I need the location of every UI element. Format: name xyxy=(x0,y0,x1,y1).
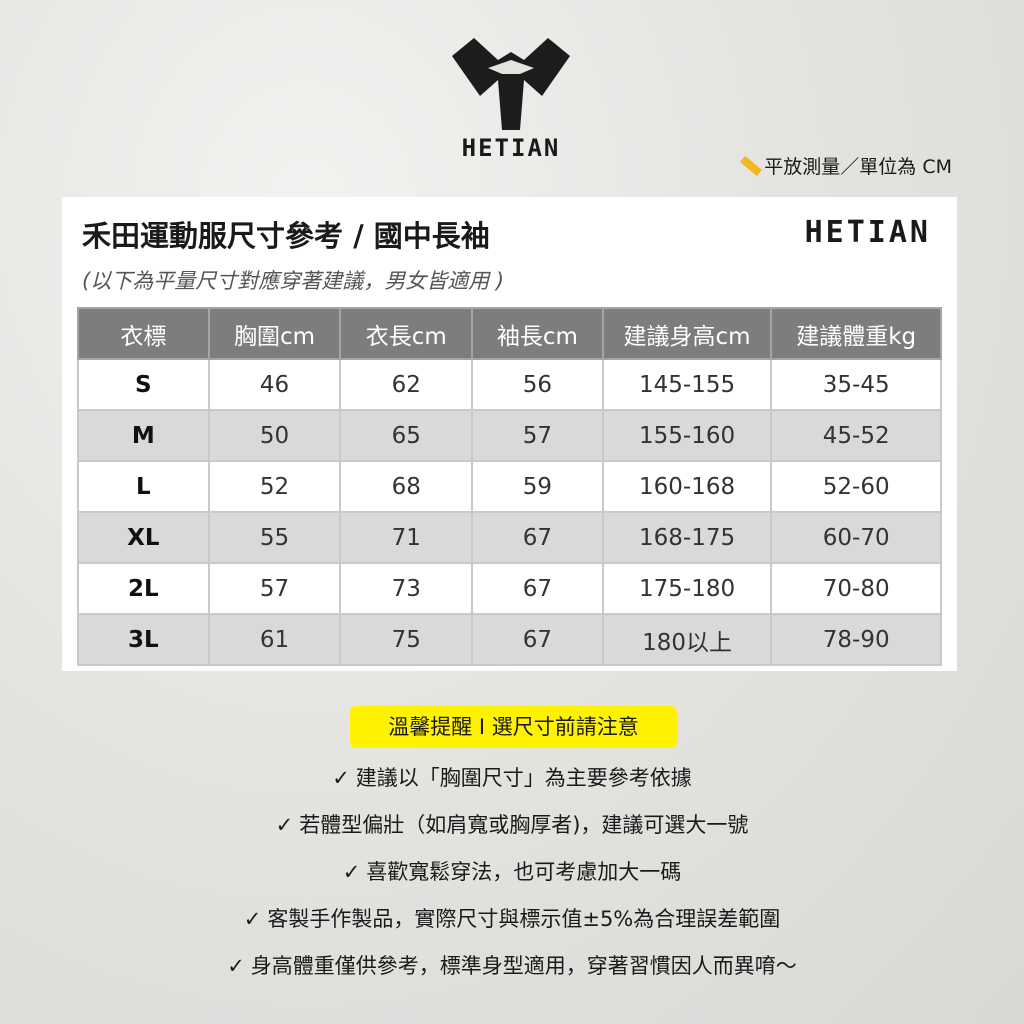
table-cell: 78-90 xyxy=(770,613,942,666)
tip-text: 客製手作製品，實際尺寸與標示值±5%為合理誤差範圍 xyxy=(267,907,781,931)
tip-text: 喜歡寬鬆穿法，也可考慮加大一碼 xyxy=(366,860,682,884)
size-label-cell: S xyxy=(77,358,210,411)
table-cell: 52 xyxy=(207,460,342,513)
table-cell: 55 xyxy=(207,511,342,564)
table-row: 3L 61 75 67 180以上 78-90 xyxy=(77,613,942,666)
table-cell: 180以上 xyxy=(601,613,773,666)
table-cell: 168-175 xyxy=(601,511,773,564)
table-row: L 52 68 59 160-168 52-60 xyxy=(77,460,942,513)
table-cell: 75 xyxy=(339,613,474,666)
table-cell: 73 xyxy=(339,562,474,615)
tip-item: ✓ 客製手作製品，實際尺寸與標示值±5%為合理誤差範圍 xyxy=(0,901,1024,948)
table-cell: 61 xyxy=(207,613,342,666)
tip-item: ✓ 喜歡寬鬆穿法，也可考慮加大一碼 xyxy=(0,854,1024,901)
check-icon: ✓ xyxy=(342,860,361,884)
column-header: 建議身高cm xyxy=(601,307,773,360)
table-cell: 57 xyxy=(207,562,342,615)
tip-item: ✓ 若體型偏壯（如肩寬或胸厚者)，建議可選大一號 xyxy=(0,807,1024,854)
unit-note-text: 平放測量／單位為 CM xyxy=(764,156,952,178)
brand-name: HETIAN xyxy=(804,215,931,250)
table-cell: 175-180 xyxy=(601,562,773,615)
hetian-logo-icon xyxy=(452,38,570,130)
column-header: 衣標 xyxy=(77,307,210,360)
table-cell: 35-45 xyxy=(770,358,942,411)
table-row: S 46 62 56 145-155 35-45 xyxy=(77,358,942,411)
size-label-cell: M xyxy=(77,409,210,462)
table-cell: 45-52 xyxy=(770,409,942,462)
size-table: 衣標 胸圍cm 衣長cm 袖長cm 建議身高cm 建議體重kg S 46 62 56 145-15… xyxy=(77,307,942,666)
ruler-icon xyxy=(740,155,763,176)
table-cell: 71 xyxy=(339,511,474,564)
table-cell: 70-80 xyxy=(770,562,942,615)
size-label-cell: 2L xyxy=(77,562,210,615)
table-cell: 46 xyxy=(207,358,342,411)
size-chart-card: 禾田運動服尺寸參考 / 國中長袖 HETIAN (以下為平量尺寸對應穿著建議，男… xyxy=(62,197,957,671)
table-cell: 65 xyxy=(339,409,474,462)
table-cell: 68 xyxy=(339,460,474,513)
column-header: 衣長cm xyxy=(339,307,474,360)
column-header: 袖長cm xyxy=(471,307,604,360)
tip-text: 建議以「胸圍尺寸」為主要參考依據 xyxy=(355,766,692,790)
tip-item: ✓ 身高體重僅供參考，標準身型適用，穿著習慣因人而異唷～ xyxy=(0,948,1024,995)
logo-text: HETIAN xyxy=(461,134,561,162)
table-cell: 145-155 xyxy=(601,358,773,411)
notice-badge: 溫馨提醒 I 選尺寸前請注意 xyxy=(350,706,677,748)
tips-list: ✓ 建議以「胸圍尺寸」為主要參考依據 ✓ 若體型偏壯（如肩寬或胸厚者)，建議可選大一號… xyxy=(0,760,1024,995)
table-cell: 67 xyxy=(471,613,604,666)
tip-text: 身高體重僅供參考，標準身型適用，穿著習慣因人而異唷～ xyxy=(250,954,797,978)
table-cell: 50 xyxy=(207,409,342,462)
table-cell: 56 xyxy=(471,358,604,411)
table-cell: 52-60 xyxy=(770,460,942,513)
check-icon: ✓ xyxy=(332,766,350,790)
table-cell: 57 xyxy=(471,409,604,462)
table-cell: 67 xyxy=(471,562,604,615)
chart-subtitle: (以下為平量尺寸對應穿著建議，男女皆適用 ) xyxy=(82,269,505,293)
tip-text: 若體型偏壯（如肩寬或胸厚者)，建議可選大一號 xyxy=(299,813,749,837)
column-header: 建議體重kg xyxy=(770,307,942,360)
column-header: 胸圍cm xyxy=(207,307,342,360)
check-icon: ✓ xyxy=(243,907,262,931)
chart-title: 禾田運動服尺寸參考 / 國中長袖 xyxy=(82,219,490,253)
table-row: M 50 65 57 155-160 45-52 xyxy=(77,409,942,462)
table-row: 2L 57 73 67 175-180 70-80 xyxy=(77,562,942,615)
unit-note: 平放測量／單位為 CM xyxy=(740,152,952,179)
table-cell: 160-168 xyxy=(601,460,773,513)
size-label-cell: L xyxy=(77,460,210,513)
table-cell: 59 xyxy=(471,460,604,513)
tip-item: ✓ 建議以「胸圍尺寸」為主要參考依據 xyxy=(0,760,1024,807)
table-cell: 62 xyxy=(339,358,474,411)
size-label-cell: 3L xyxy=(77,613,210,666)
check-icon: ✓ xyxy=(275,813,294,837)
table-cell: 67 xyxy=(471,511,604,564)
size-label-cell: XL xyxy=(77,511,210,564)
table-row: XL 55 71 67 168-175 60-70 xyxy=(77,511,942,564)
table-cell: 60-70 xyxy=(770,511,942,564)
table-cell: 155-160 xyxy=(601,409,773,462)
check-icon: ✓ xyxy=(227,954,245,978)
